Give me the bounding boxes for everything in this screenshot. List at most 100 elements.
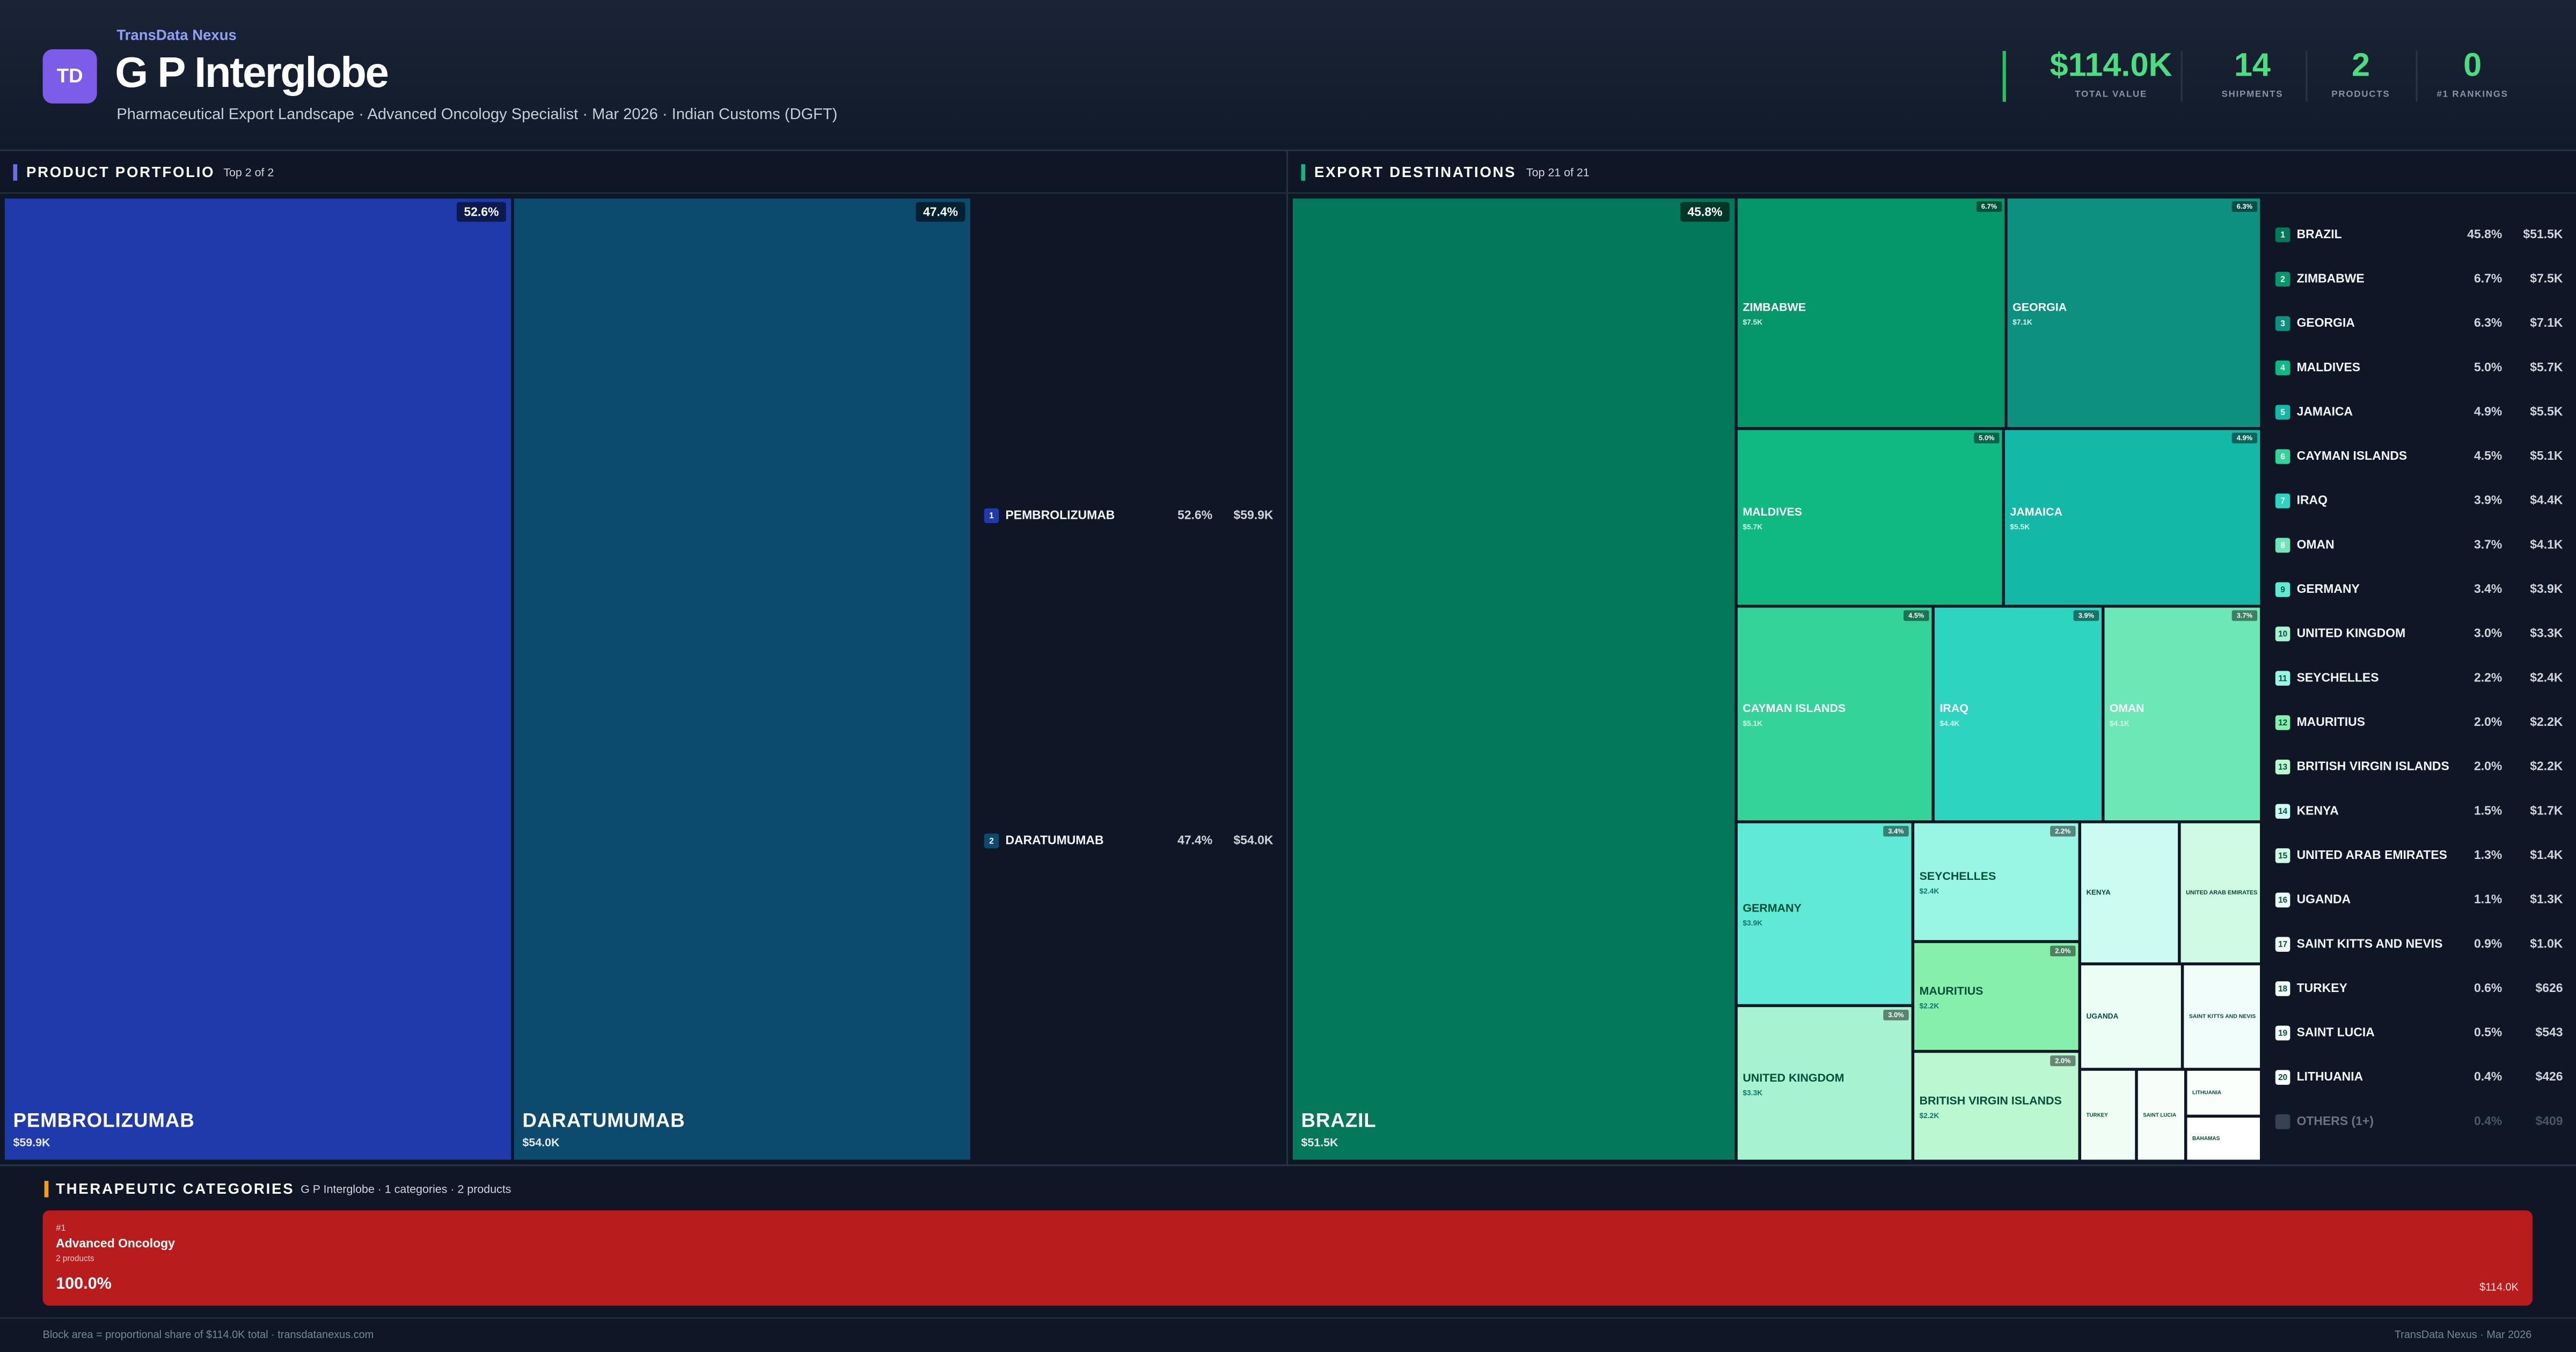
treemap-cell[interactable] xyxy=(2136,1069,2186,1161)
legend-name[interactable]: PEMBROLIZUMAB xyxy=(1005,508,1115,521)
treemap-cell[interactable] xyxy=(2186,1069,2262,1116)
treemap-cell[interactable] xyxy=(1736,822,1913,1006)
share-badge xyxy=(2231,201,2258,212)
share-badge-text: 4.5% xyxy=(1908,612,1924,620)
legend-share: 52.6% xyxy=(1177,508,1212,521)
legend-share: 3.0% xyxy=(2474,626,2502,640)
treemap-cell[interactable] xyxy=(1736,197,2006,429)
cell-value: $51.5K xyxy=(1301,1136,1338,1149)
treemap-cell[interactable] xyxy=(513,197,972,1161)
category-detail: 2 products xyxy=(56,1254,94,1263)
treemap-cell[interactable] xyxy=(1913,1051,2080,1161)
rank-badge xyxy=(2275,582,2290,597)
legend-value: $2.4K xyxy=(2530,670,2563,684)
legend-value: $5.5K xyxy=(2530,404,2563,418)
rank-number: 7 xyxy=(2280,497,2285,506)
legend-value: $3.9K xyxy=(2530,582,2563,596)
legend-name[interactable]: SEYCHELLES xyxy=(2297,670,2379,684)
legend-value: $5.1K xyxy=(2530,449,2563,462)
legend-name[interactable]: TURKEY xyxy=(2297,981,2347,995)
rank-badge xyxy=(984,508,999,523)
kpi-value: 14 xyxy=(2234,47,2271,83)
legend-value: $5.7K xyxy=(2530,360,2563,374)
treemap-cell[interactable] xyxy=(1913,822,2080,942)
cell-label: SAINT LUCIA xyxy=(2143,1112,2176,1118)
kpi-label: TOTAL VALUE xyxy=(2075,89,2147,99)
share-badge-text: 3.4% xyxy=(1888,827,1904,835)
treemap-cell[interactable] xyxy=(2080,964,2183,1069)
legend-name[interactable]: LITHUANIA xyxy=(2297,1069,2363,1083)
legend-value: $1.0K xyxy=(2530,936,2563,950)
treemap-cell[interactable] xyxy=(1736,429,2003,606)
treemap-cell[interactable] xyxy=(2186,1116,2262,1161)
legend-name[interactable]: GERMANY xyxy=(2297,582,2360,596)
panel-accent xyxy=(1301,164,1306,181)
cell-label: ZIMBABWE xyxy=(1743,301,1806,314)
cell-label: SEYCHELLES xyxy=(1920,870,1996,883)
treemap-cell[interactable] xyxy=(2179,822,2262,964)
legend-name[interactable]: GEORGIA xyxy=(2297,315,2355,329)
legend-name[interactable]: OMAN xyxy=(2297,537,2334,551)
legend-name[interactable]: SAINT KITTS AND NEVIS xyxy=(2297,936,2443,950)
legend-name[interactable]: UNITED ARAB EMIRATES xyxy=(2297,848,2447,862)
share-badge-text: 45.8% xyxy=(1687,204,1722,218)
panel-title: PRODUCT PORTFOLIO xyxy=(26,164,215,180)
cell-value: $7.5K xyxy=(1743,318,1762,326)
legend-value: $1.4K xyxy=(2530,848,2563,862)
rank-badge xyxy=(2275,671,2290,686)
rank-number: 16 xyxy=(2278,896,2287,905)
legend-name[interactable]: ZIMBABWE xyxy=(2297,271,2365,285)
legend-name[interactable]: UGANDA xyxy=(2297,892,2351,906)
treemap-cell[interactable] xyxy=(1291,197,1736,1161)
footer-left: Block area = proportional share of $114.… xyxy=(43,1329,374,1341)
cell-value: $59.9K xyxy=(13,1136,50,1149)
treemap-cell[interactable] xyxy=(3,197,513,1161)
legend-name[interactable]: KENYA xyxy=(2297,803,2339,817)
treemap-cell[interactable] xyxy=(2003,429,2262,606)
panel-subtitle: Top 21 of 21 xyxy=(1526,166,1590,179)
cell-value: $4.1K xyxy=(2110,719,2129,728)
legend-name[interactable]: DARATUMUMAB xyxy=(1005,833,1103,847)
rank-badge xyxy=(2275,892,2290,908)
legend-share: 2.0% xyxy=(2474,759,2502,773)
cell-value: $3.3K xyxy=(1743,1089,1762,1097)
legend-name[interactable]: IRAQ xyxy=(2297,493,2328,507)
rank-number: 15 xyxy=(2278,851,2288,861)
logo-badge xyxy=(42,49,97,104)
treemap-cell[interactable] xyxy=(1933,606,2103,822)
treemap-cell[interactable] xyxy=(2080,1069,2136,1161)
rank-number: 19 xyxy=(2278,1028,2287,1038)
treemap-cell[interactable] xyxy=(2006,197,2262,429)
legend-share: 3.4% xyxy=(2474,582,2502,596)
kpi-value: 2 xyxy=(2352,47,2370,83)
legend-value: $1.7K xyxy=(2530,803,2563,817)
legend-name[interactable]: MALDIVES xyxy=(2297,360,2361,374)
legend-name[interactable]: MAURITIUS xyxy=(2297,715,2365,729)
treemap-cell[interactable] xyxy=(2080,822,2179,964)
share-badge xyxy=(2050,826,2076,837)
legend-name[interactable]: SAINT LUCIA xyxy=(2297,1025,2375,1039)
cell-label: UNITED ARAB EMIRATES xyxy=(2186,890,2257,896)
legend-name[interactable]: CAYMAN ISLANDS xyxy=(2297,449,2407,462)
legend-name[interactable]: JAMAICA xyxy=(2297,404,2353,418)
legend-name[interactable]: BRITISH VIRGIN ISLANDS xyxy=(2297,759,2449,773)
treemap-cell[interactable] xyxy=(1736,606,1933,822)
legend-share: 4.5% xyxy=(2474,449,2502,462)
panel-subtitle: Top 2 of 2 xyxy=(223,166,274,179)
treemap-cell[interactable] xyxy=(1913,942,2080,1052)
treemap-cell[interactable] xyxy=(1736,1005,1913,1161)
legend-name[interactable]: OTHERS (1+) xyxy=(2297,1114,2374,1128)
share-badge xyxy=(457,202,506,222)
treemap-cell[interactable] xyxy=(2182,964,2262,1069)
category-block[interactable] xyxy=(42,1210,2533,1306)
legend-name[interactable]: BRAZIL xyxy=(2297,227,2342,241)
share-badge-text: 47.4% xyxy=(923,204,958,218)
treemap-cell[interactable] xyxy=(2103,606,2262,822)
legend-name[interactable]: UNITED KINGDOM xyxy=(2297,626,2406,640)
rank-number: 8 xyxy=(2280,541,2285,550)
legend-value: $426 xyxy=(2535,1069,2563,1083)
rank-badge xyxy=(2275,937,2290,952)
legend-share: 0.5% xyxy=(2474,1025,2502,1039)
rank-badge xyxy=(2275,626,2290,642)
